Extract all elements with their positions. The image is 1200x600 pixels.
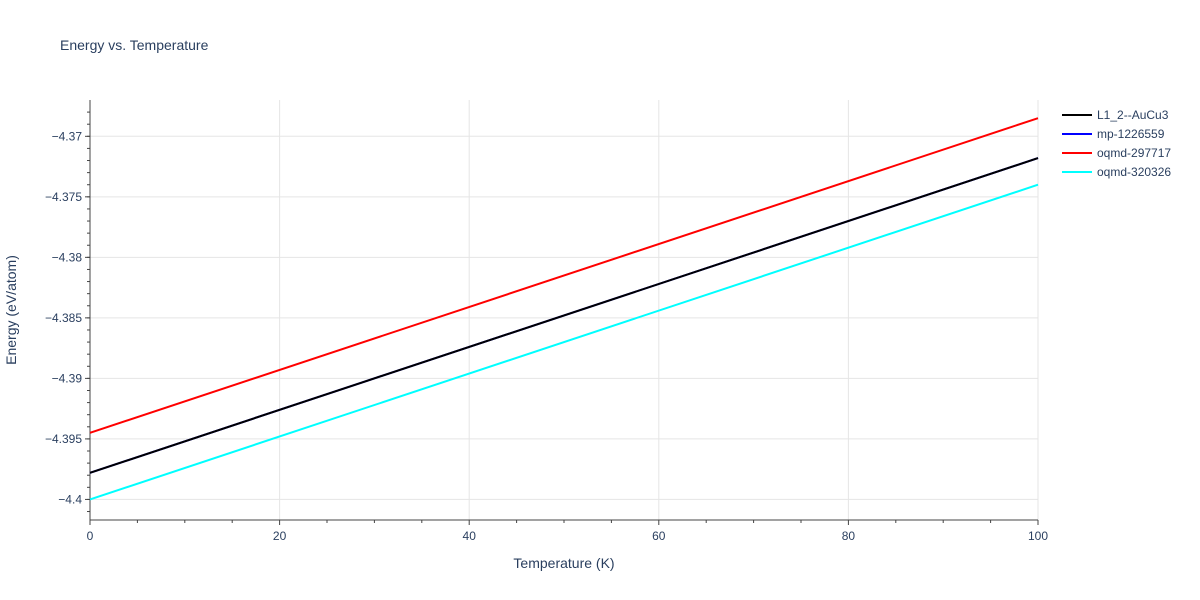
legend-label: oqmd-320326: [1097, 165, 1171, 179]
y-tick-label: −4.39: [52, 371, 83, 385]
grid-lines: [90, 100, 1039, 520]
series-line-oqmd-297717: [89, 117, 1039, 434]
x-tick-label: 100: [1028, 529, 1048, 543]
y-tick-label: −4.37: [52, 129, 83, 143]
legend-item[interactable]: L1_2--AuCu3: [1062, 108, 1169, 122]
x-tick-label: 80: [842, 529, 856, 543]
legend-label: oqmd-297717: [1097, 146, 1171, 160]
legend-label: mp-1226559: [1097, 127, 1165, 141]
x-tick-label: 60: [652, 529, 666, 543]
y-tick-label: −4.38: [52, 250, 83, 264]
plot-area: [89, 117, 1039, 501]
y-tick-label: −4.395: [45, 432, 82, 446]
series-line-L1_2--AuCu3: [89, 157, 1039, 474]
x-tick-label: 0: [87, 529, 94, 543]
x-axis-ticks: 0 20 40 60 80 100: [87, 520, 1048, 543]
y-axis-ticks: −4.4 −4.395 −4.39 −4.385 −4.38 −4.375 −4.37: [45, 111, 90, 513]
y-tick-label: −4.4: [58, 492, 82, 506]
legend[interactable]: L1_2--AuCu3 mp-1226559 oqmd-297717 oqmd-320…: [1062, 108, 1171, 179]
x-tick-label: 40: [463, 529, 477, 543]
legend-label: L1_2--AuCu3: [1097, 108, 1169, 122]
y-tick-label: −4.375: [45, 190, 82, 204]
x-tick-label: 20: [273, 529, 287, 543]
y-axis-title: Energy (eV/atom): [3, 255, 19, 365]
x-axis-title: Temperature (K): [513, 555, 614, 571]
chart-title: Energy vs. Temperature: [60, 37, 209, 53]
legend-item[interactable]: oqmd-297717: [1062, 146, 1171, 160]
legend-item[interactable]: mp-1226559: [1062, 127, 1165, 141]
series-line-oqmd-320326: [89, 183, 1039, 501]
y-tick-label: −4.385: [45, 311, 82, 325]
legend-item[interactable]: oqmd-320326: [1062, 165, 1171, 179]
